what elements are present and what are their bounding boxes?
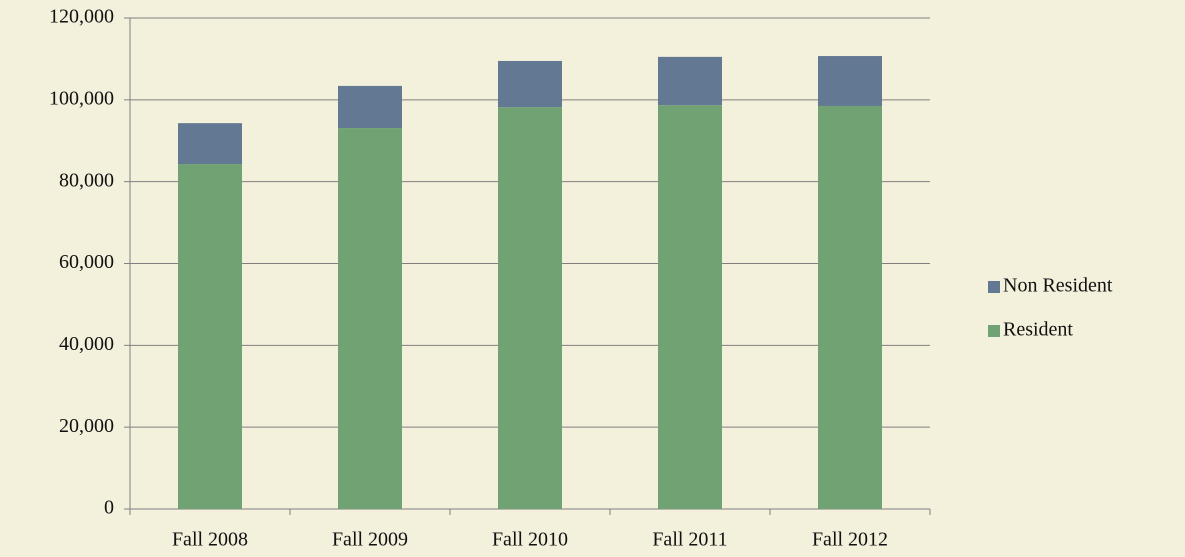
y-tick-label: 0 [104,497,114,519]
bar-segment [818,105,882,510]
bar-segment [498,60,562,108]
y-tick-label: 100,000 [49,87,114,109]
bar-segment [178,164,242,509]
bar-segment [338,85,402,129]
y-tick-label: 20,000 [59,415,114,437]
bar-segment [818,56,882,106]
bar-segment [658,105,722,509]
x-tick-label: Fall 2011 [652,529,727,551]
legend-swatch [988,281,1000,293]
bar-segment [338,128,402,509]
x-tick-label: Fall 2010 [492,529,568,551]
y-tick-label: 60,000 [59,251,114,273]
bar-segment [658,56,722,106]
y-tick-label: 40,000 [59,333,114,355]
bar-segment [178,123,242,165]
legend-label: Non Resident [1003,275,1113,297]
x-tick-label: Fall 2009 [332,529,408,551]
x-tick-label: Fall 2008 [172,529,248,551]
legend-label: Resident [1003,319,1073,341]
y-tick-label: 120,000 [49,6,114,28]
bar-segment [498,107,562,509]
x-tick-label: Fall 2012 [812,529,888,551]
y-tick-label: 80,000 [59,169,114,191]
legend-swatch [988,325,1000,337]
